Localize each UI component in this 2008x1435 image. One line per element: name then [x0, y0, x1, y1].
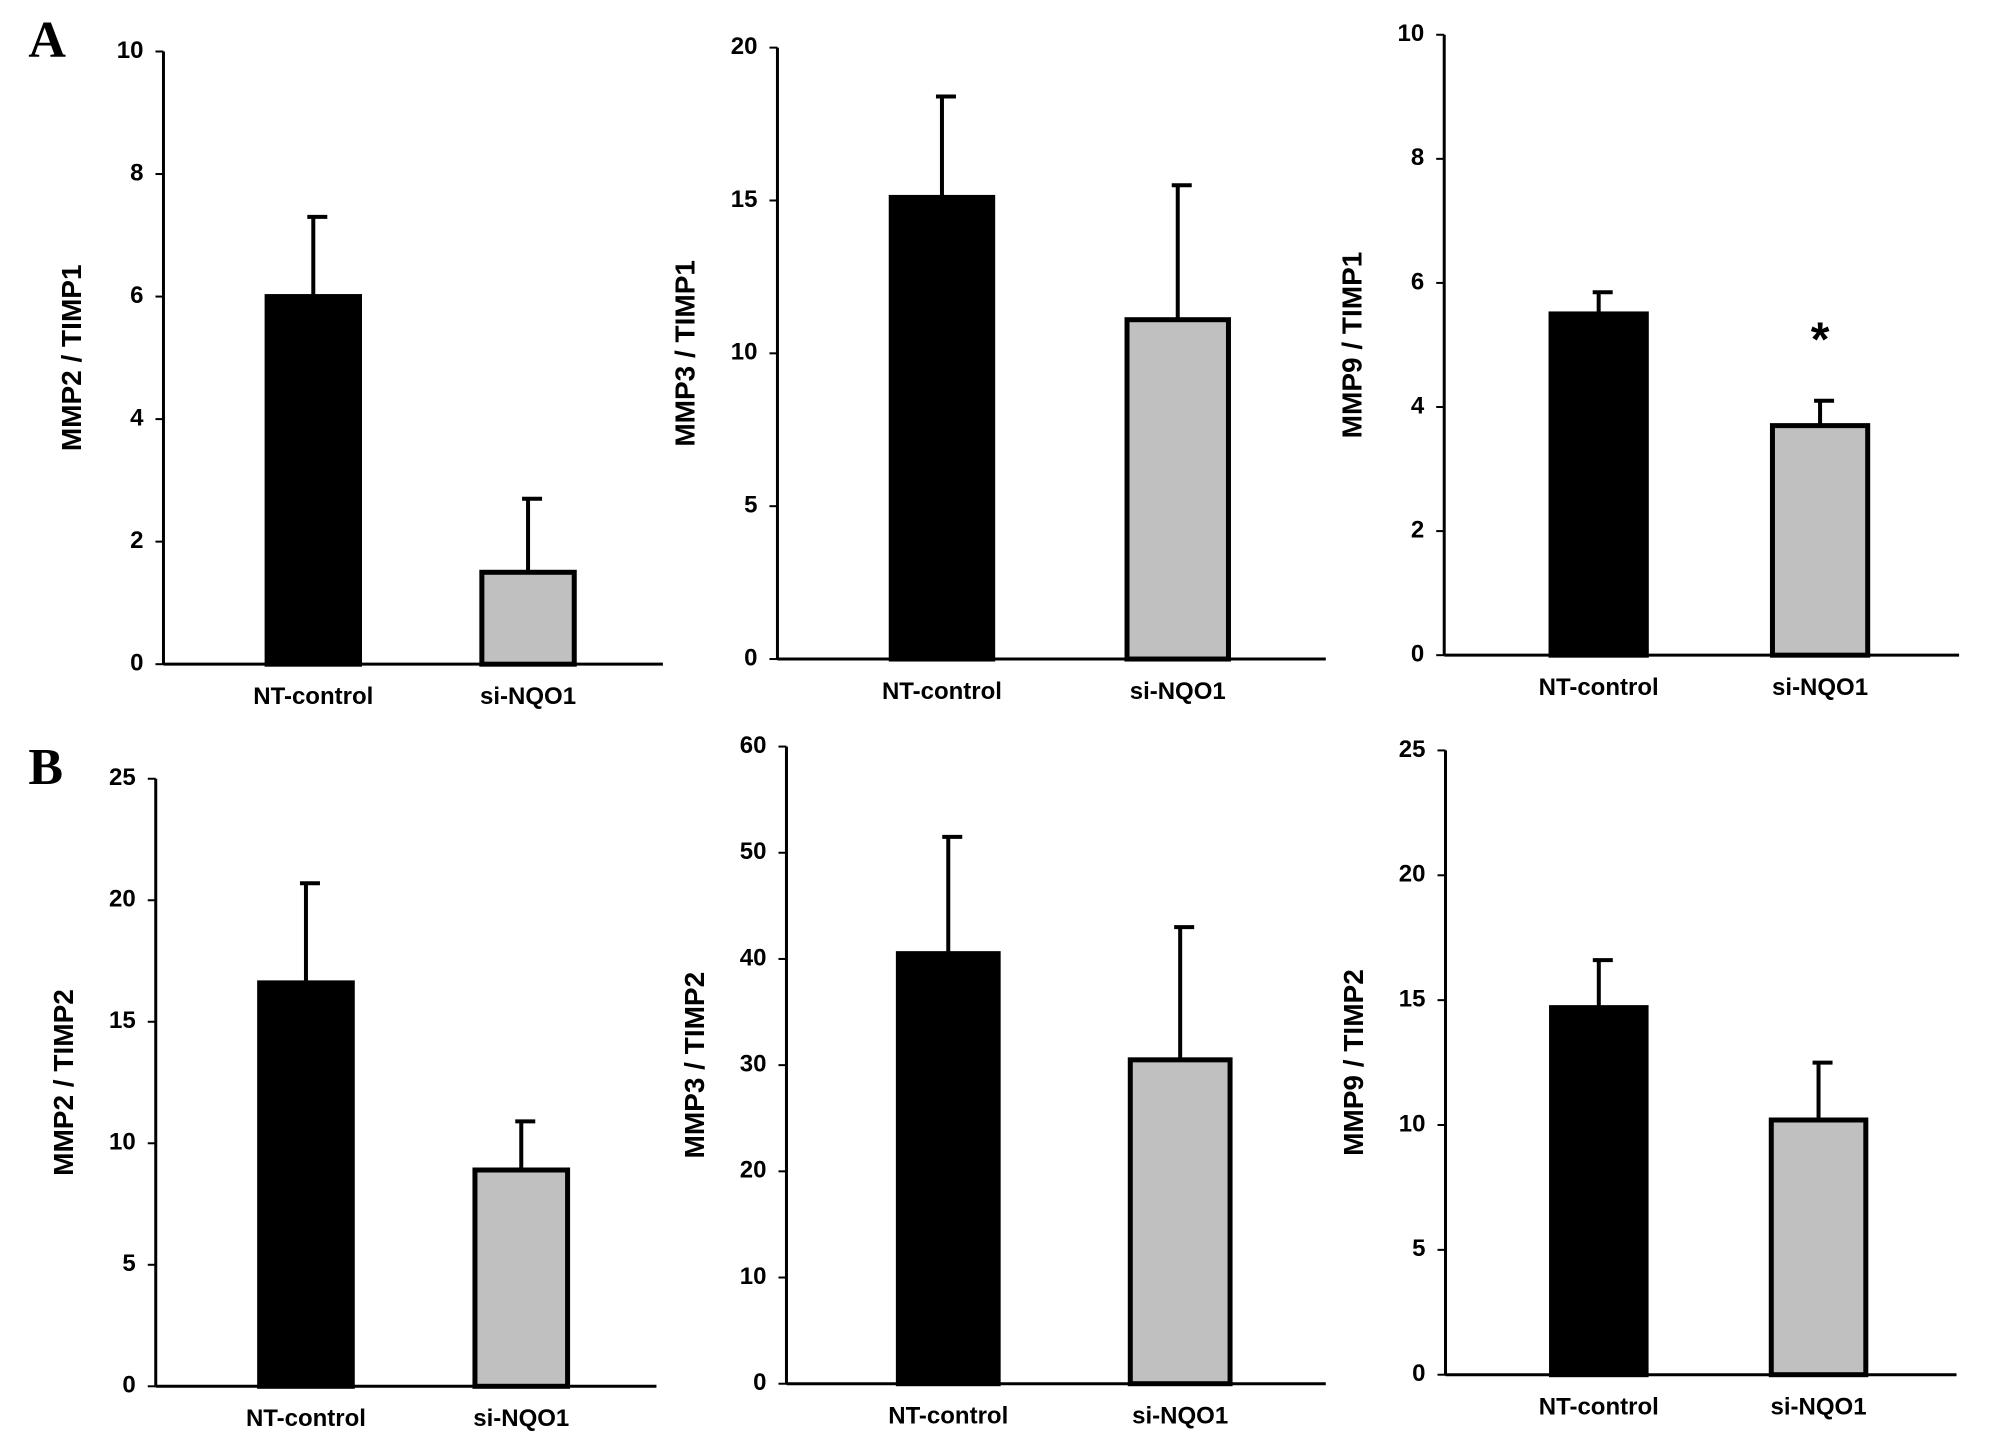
x-tick-label: si-NQO1: [1771, 1394, 1867, 1421]
y-tick-label: 10: [117, 37, 144, 64]
bar: [479, 569, 577, 667]
bar: [888, 194, 996, 662]
y-axis-label: MMP9 / TIMP2: [1338, 969, 1369, 1156]
bar: [1769, 423, 1871, 658]
x-tick-label: si-NQO1: [1772, 674, 1868, 701]
y-tick-label: 20: [740, 1157, 767, 1184]
x-tick-label: NT-control: [246, 1405, 366, 1432]
y-tick-label: 30: [740, 1050, 767, 1077]
y-tick-label: 0: [1411, 641, 1424, 668]
y-tick-label: 15: [109, 1007, 136, 1034]
y-tick-label: 25: [109, 764, 136, 791]
panel-label: A: [28, 12, 66, 69]
y-tick-label: 15: [731, 186, 758, 213]
x-tick-label: NT-control: [1539, 674, 1659, 701]
bar: [1548, 311, 1649, 658]
y-tick-label: 10: [1398, 20, 1425, 47]
y-tick-label: 8: [1411, 144, 1424, 171]
x-tick-label: si-NQO1: [1132, 1403, 1228, 1430]
y-tick-label: 5: [122, 1250, 135, 1277]
bar: [1768, 1117, 1869, 1378]
x-tick-label: NT-control: [1539, 1394, 1659, 1421]
y-tick-label: 40: [740, 944, 767, 971]
y-tick-label: 50: [740, 838, 767, 865]
y-tick-label: 0: [744, 644, 757, 671]
y-axis-label: MMP3 / TIMP2: [679, 972, 710, 1159]
bar: [472, 1167, 571, 1389]
y-axis-label: MMP2 / TIMP1: [56, 264, 87, 451]
y-tick-label: 10: [731, 339, 758, 366]
y-tick-label: 15: [1399, 985, 1426, 1012]
bar: [1124, 317, 1231, 662]
y-tick-label: 10: [109, 1129, 136, 1156]
y-tick-label: 8: [130, 159, 143, 186]
x-tick-label: NT-control: [253, 683, 373, 710]
bar: [257, 980, 355, 1389]
y-tick-label: 2: [130, 527, 143, 554]
y-axis-label: MMP2 / TIMP2: [48, 989, 79, 1176]
y-tick-label: 0: [753, 1369, 766, 1396]
bar: [1549, 1005, 1649, 1378]
y-tick-label: 10: [1399, 1110, 1426, 1137]
x-tick-label: NT-control: [888, 1403, 1008, 1430]
y-axis-label: MMP3 / TIMP1: [670, 260, 701, 447]
significance-marker: *: [1811, 314, 1830, 367]
y-tick-label: 5: [744, 492, 757, 519]
panel-label: B: [28, 739, 63, 796]
y-tick-label: 0: [122, 1372, 135, 1399]
y-tick-label: 5: [1412, 1235, 1425, 1262]
y-tick-label: 4: [130, 404, 144, 431]
y-tick-label: 25: [1399, 736, 1426, 763]
y-tick-label: 2: [1411, 516, 1424, 543]
bar: [264, 294, 362, 667]
y-tick-label: 6: [130, 282, 143, 309]
y-tick-label: 0: [1412, 1360, 1425, 1387]
y-tick-label: 60: [740, 732, 767, 759]
y-tick-label: 4: [1411, 392, 1425, 419]
y-tick-label: 6: [1411, 268, 1424, 295]
x-tick-label: si-NQO1: [473, 1405, 569, 1432]
bar: [895, 951, 1001, 1387]
y-tick-label: 0: [130, 650, 143, 677]
y-tick-label: 20: [1399, 861, 1426, 888]
y-tick-label: 20: [109, 886, 136, 913]
y-tick-label: 10: [740, 1263, 767, 1290]
y-axis-label: MMP9 / TIMP1: [1337, 252, 1368, 439]
y-tick-label: 20: [731, 33, 758, 60]
x-tick-label: si-NQO1: [1130, 678, 1226, 705]
x-tick-label: NT-control: [882, 678, 1002, 705]
bar: [1127, 1057, 1233, 1387]
x-tick-label: si-NQO1: [480, 683, 576, 710]
